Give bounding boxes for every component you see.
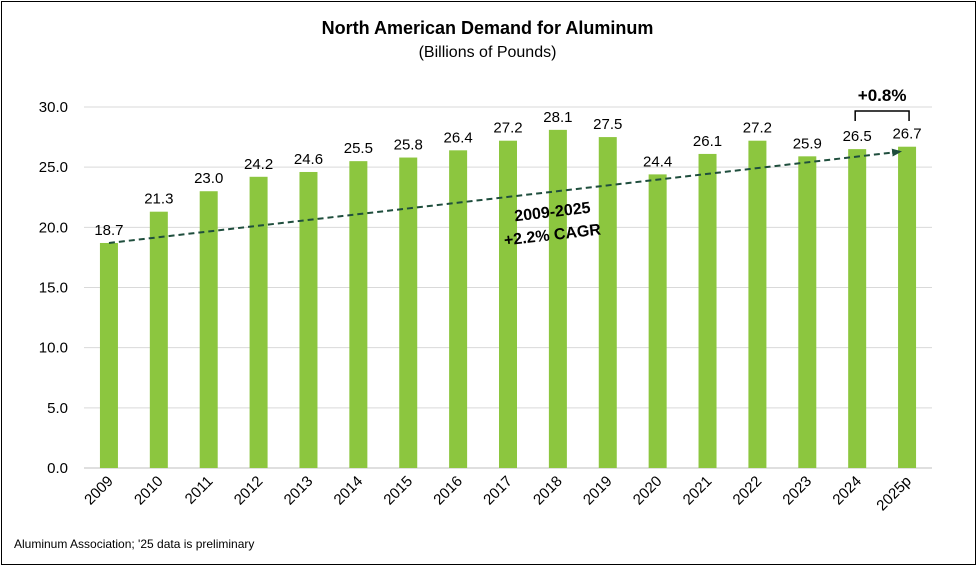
data-label: 24.2 bbox=[244, 156, 273, 173]
x-tick-label: 2020 bbox=[630, 473, 666, 509]
x-tick-label: 2023 bbox=[780, 473, 816, 509]
bar bbox=[748, 140, 767, 468]
data-label: 23.0 bbox=[194, 170, 223, 187]
x-tick-label: 2015 bbox=[380, 473, 416, 509]
bar bbox=[848, 149, 867, 468]
bar bbox=[249, 176, 268, 468]
x-tick-label: 2014 bbox=[331, 473, 367, 509]
x-tick-label: 2010 bbox=[131, 473, 167, 509]
bar bbox=[548, 129, 567, 468]
data-labels: 18.7 21.3 23.0 24.2 24.6 25.5 25.8 26.4 27.2 28.1… bbox=[94, 109, 921, 239]
x-tick-label: 2013 bbox=[281, 473, 317, 509]
data-label: 27.2 bbox=[743, 120, 772, 137]
chart-subtitle: (Billions of Pounds) bbox=[418, 44, 557, 61]
x-tick-label: 2019 bbox=[580, 473, 616, 509]
annotation: +0.8% bbox=[854, 86, 910, 121]
x-tick-label: 2016 bbox=[430, 473, 466, 509]
x-tick-label: 2025p bbox=[873, 473, 915, 515]
bar bbox=[199, 191, 218, 468]
bar bbox=[449, 150, 468, 468]
bar bbox=[99, 242, 118, 468]
data-label: 18.7 bbox=[94, 222, 123, 239]
x-tick-label: 2018 bbox=[530, 473, 566, 509]
data-label: 21.3 bbox=[144, 191, 173, 208]
bars bbox=[99, 129, 917, 469]
data-label: 27.5 bbox=[593, 116, 622, 133]
bar bbox=[399, 157, 418, 469]
x-tick-label: 2021 bbox=[680, 473, 716, 509]
x-tick-label: 2009 bbox=[81, 473, 117, 509]
y-tick-label: 5.0 bbox=[47, 400, 68, 417]
y-tick-label: 15.0 bbox=[39, 280, 68, 297]
data-label: 27.2 bbox=[493, 120, 522, 137]
data-label: 24.4 bbox=[643, 153, 672, 170]
annotation-bracket bbox=[854, 110, 910, 121]
bar bbox=[898, 146, 917, 468]
data-label: 26.4 bbox=[444, 129, 473, 146]
x-tick-label: 2022 bbox=[730, 473, 766, 509]
data-label: 28.1 bbox=[543, 109, 572, 126]
data-label: 26.5 bbox=[843, 128, 872, 145]
bar bbox=[698, 153, 717, 468]
data-label: 25.9 bbox=[793, 135, 822, 152]
bar bbox=[499, 140, 517, 468]
bar bbox=[149, 211, 168, 468]
y-axis: 0.0 5.0 10.0 15.0 20.0 25.0 30.0 bbox=[39, 99, 68, 477]
y-tick-label: 0.0 bbox=[47, 460, 68, 477]
y-tick-label: 20.0 bbox=[39, 219, 68, 236]
x-tick-label: 2024 bbox=[829, 473, 865, 509]
annotation-label: +0.8% bbox=[858, 86, 907, 105]
trendline-arrow bbox=[108, 148, 903, 244]
y-tick-label: 30.0 bbox=[39, 99, 68, 116]
bar bbox=[598, 137, 617, 469]
data-label: 25.5 bbox=[344, 140, 373, 157]
x-tick-label: 2017 bbox=[480, 473, 516, 509]
data-label: 26.7 bbox=[892, 126, 921, 143]
x-tick-label: 2012 bbox=[231, 473, 267, 509]
bar bbox=[349, 161, 368, 468]
x-tick-label: 2011 bbox=[182, 473, 217, 508]
y-tick-label: 25.0 bbox=[39, 159, 68, 176]
bar bbox=[648, 174, 667, 469]
data-label: 25.8 bbox=[394, 137, 423, 154]
y-tick-label: 10.0 bbox=[39, 340, 68, 357]
x-axis: 2009 2010 2011 2012 2013 2014 2015 2016 2017 2018… bbox=[81, 473, 915, 515]
chart-title: North American Demand for Aluminum bbox=[321, 18, 654, 38]
bar bbox=[299, 171, 318, 469]
data-label: 26.1 bbox=[693, 133, 722, 150]
data-label: 24.6 bbox=[294, 151, 323, 168]
source-note: Aluminum Association; '25 data is prelim… bbox=[14, 537, 255, 551]
bar bbox=[798, 156, 817, 468]
